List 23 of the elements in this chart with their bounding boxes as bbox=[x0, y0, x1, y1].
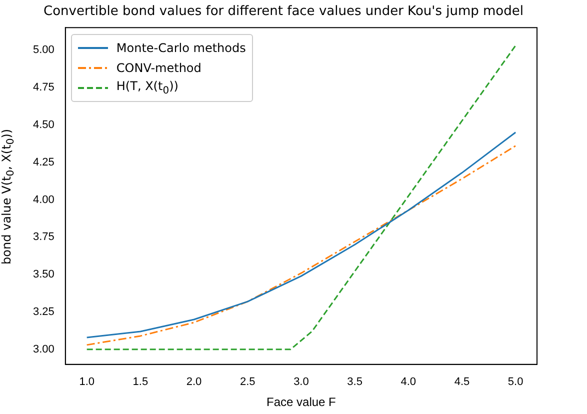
y-tick-label: 4.25 bbox=[32, 156, 54, 168]
x-axis-title: Face value F bbox=[266, 395, 336, 410]
y-tick-label: 4.00 bbox=[32, 194, 54, 206]
x-tick-label: 4.0 bbox=[400, 376, 416, 388]
legend-label: CONV-method bbox=[116, 60, 202, 75]
x-tick-label: 3.5 bbox=[347, 376, 362, 388]
x-tick-label: 1.5 bbox=[132, 376, 148, 388]
y-tick-label: 4.75 bbox=[32, 82, 54, 94]
y-tick-label: 3.50 bbox=[32, 268, 54, 281]
x-tick-label: 2.5 bbox=[240, 376, 256, 388]
y-tick-label: 3.00 bbox=[32, 343, 54, 356]
y-tick-label: 4.50 bbox=[32, 118, 54, 131]
chart-title: Convertible bond values for different face values under Kou's jump model bbox=[44, 4, 524, 20]
x-tick-label: 5.0 bbox=[508, 376, 524, 388]
x-tick-label: 3.0 bbox=[294, 376, 309, 388]
legend-label: H(T, X(t$_{0}$)) bbox=[116, 78, 178, 96]
legend-label: Monte-Carlo methods bbox=[116, 40, 246, 55]
x-tick-label: 4.5 bbox=[454, 376, 470, 388]
y-tick-label: 5.00 bbox=[32, 44, 54, 56]
y-tick-label: 3.25 bbox=[32, 306, 54, 318]
y-tick-label: 3.75 bbox=[32, 231, 54, 244]
x-tick-label: 1.0 bbox=[79, 376, 94, 388]
x-tick-label: 2.0 bbox=[186, 376, 202, 388]
